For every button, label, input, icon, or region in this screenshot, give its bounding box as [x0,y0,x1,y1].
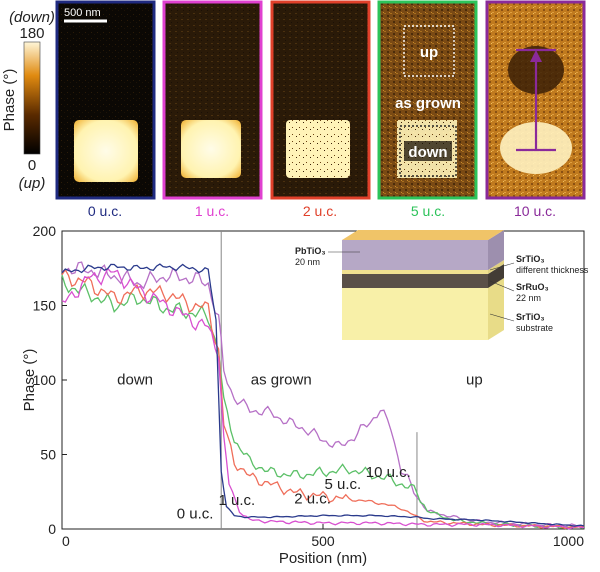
pfm-panel-1uc: 1 u.c. [162,0,263,219]
series-labels: 0 u.c. 1 u.c. 2 u.c.5 u.c. 10 u.c. [177,464,411,523]
pfm-panel-2uc: 2 u.c. [270,0,371,219]
colorbar-top-label: (down) [9,9,55,26]
as-grown-label: as grown [395,95,461,112]
series-lines [61,261,585,530]
y-tick-label: 100 [33,372,57,388]
sto-top-leader [489,262,515,271]
series-label: 5 u.c. [324,476,361,493]
sto-sub-label: SrTiO₃ [516,312,545,322]
sto-top-label: SrTiO₃ [516,254,545,264]
colorbar-top-value: 180 [19,25,44,42]
panel-caption: 10 u.c. [514,203,556,219]
series-line [61,261,585,528]
series-label: 2 u.c. [294,491,331,508]
colorbar: (down) 180 0 (up) Phase (°) [1,9,55,192]
panel-caption: 5 u.c. [411,203,445,219]
colorbar-axis-label: Phase (°) [1,69,18,132]
series-label: 10 u.c. [366,464,411,481]
y-tick-label: 150 [33,298,57,314]
pto-label: PbTiO₃ [295,246,326,256]
panel-caption: 2 u.c. [303,203,337,219]
x-axis-label: Position (nm) [279,550,367,567]
down-label: down [408,144,447,161]
down-label-bg [404,141,452,161]
sto-sub-leader [489,313,515,322]
substrate-front [342,288,488,340]
pto-thickness: 20 nm [295,257,320,267]
x-tick-label: 1000 [553,533,584,549]
series-label: 1 u.c. [219,492,256,509]
phase-profile-chart: 0 50 100 150 200 0 500 1000 down as grown up 0 u… [21,223,585,567]
sto-sub-desc: substrate [516,323,553,333]
x-tick-label: 0 [62,533,70,549]
up-region-box [403,25,455,77]
scalebar-label: 500 nm [64,7,101,19]
switched-domain-square [286,120,350,178]
up-label: up [420,44,438,61]
series-label: 0 u.c. [177,506,214,523]
srruo3-front [342,274,488,288]
sro-thickness: 22 nm [516,293,541,303]
pfm-panel-5uc: up as grown down 5 u.c. [377,0,478,219]
pfm-panel-0uc: 500 nm 0 u.c. [55,0,156,219]
colorbar-bottom-label: (up) [19,175,46,192]
y-tick-label: 0 [48,521,56,537]
y-axis-label: Phase (°) [21,349,38,412]
y-tick-label: 200 [33,223,57,239]
pbtio3-top [342,230,504,240]
sro-label: SrRuO₃ [516,282,549,292]
switched-domain-square [74,120,138,182]
panel-caption: 0 u.c. [88,203,122,219]
colorbar-gradient [23,41,41,155]
region-labels: down as grown up [117,371,483,388]
substrate-side [488,278,504,340]
switched-domain-square [181,120,241,178]
sto-top-desc: different thickness [516,265,589,275]
pbtio3-front [342,240,488,270]
heterostructure-inset: PbTiO₃ 20 nm SrTiO₃ different thickness … [295,230,589,340]
pbtio3-side [488,230,504,270]
region-label: down [117,371,153,388]
sro-leader [489,280,515,292]
y-axis-ticks: 0 50 100 150 200 [33,223,67,537]
colorbar-bottom-value: 0 [28,157,36,174]
sto-spacer-front [342,270,488,274]
sto-spacer-side [488,260,504,274]
down-region-box [399,125,457,177]
x-tick-label: 500 [311,533,335,549]
region-label: as grown [251,371,312,388]
series-line [61,268,585,530]
panel-caption: 1 u.c. [195,203,229,219]
series-line [61,267,585,530]
pfm-panel-10uc: 10 u.c. [485,0,586,219]
arrow-head [530,50,542,62]
y-tick-label: 50 [40,447,56,463]
series-line [61,263,585,527]
region-label: up [466,371,483,388]
x-axis-ticks: 0 500 1000 [61,524,585,549]
